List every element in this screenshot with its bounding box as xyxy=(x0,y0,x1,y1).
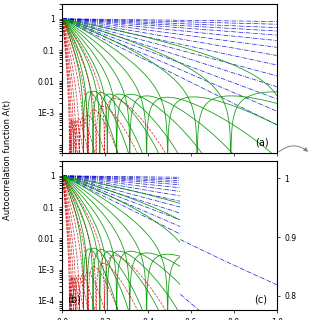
Text: (c): (c) xyxy=(254,294,267,304)
Text: Autocorrelation function A(t): Autocorrelation function A(t) xyxy=(3,100,12,220)
Text: (a): (a) xyxy=(255,137,269,148)
Text: (b): (b) xyxy=(67,294,81,304)
